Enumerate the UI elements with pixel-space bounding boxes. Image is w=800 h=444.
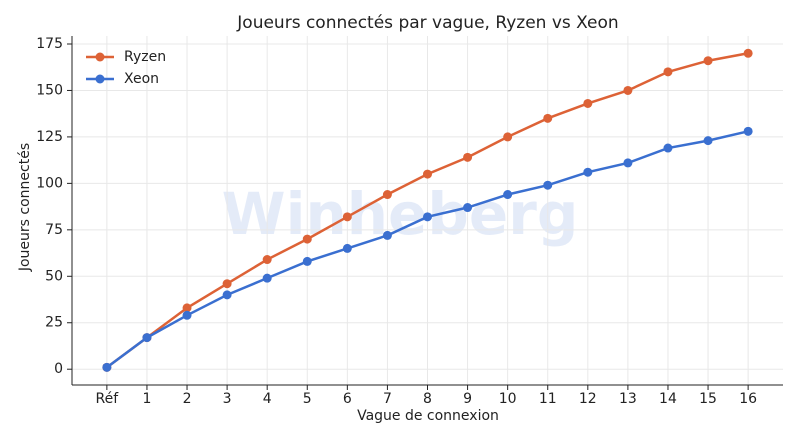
chart-title: Joueurs connectés par vague, Ryzen vs Xe… <box>236 13 618 33</box>
y-tick-label: 50 <box>45 268 63 284</box>
data-point <box>463 203 473 213</box>
data-point <box>583 98 593 108</box>
x-tick-label: 15 <box>699 391 717 407</box>
x-tick-label: 16 <box>739 391 757 407</box>
data-point <box>102 362 112 372</box>
x-tick-label: 14 <box>659 391 677 407</box>
x-tick-label: 2 <box>183 391 192 407</box>
data-point <box>703 56 713 66</box>
data-point <box>423 169 432 179</box>
data-point <box>543 113 553 123</box>
legend-marker <box>95 52 105 62</box>
data-point <box>222 279 232 289</box>
legend-marker <box>95 74 105 84</box>
x-tick-label: 9 <box>463 391 472 407</box>
data-point <box>262 273 272 283</box>
x-tick-label: 5 <box>303 391 312 407</box>
data-point <box>382 230 392 240</box>
y-tick-label: 25 <box>45 315 63 331</box>
x-tick-label: 8 <box>423 391 432 407</box>
data-point <box>703 136 713 146</box>
data-point <box>463 152 473 162</box>
x-tick-label: 3 <box>223 391 232 407</box>
x-tick-label: 4 <box>263 391 272 407</box>
data-point <box>342 212 352 222</box>
y-tick-label: 0 <box>54 361 63 377</box>
y-tick-label: 150 <box>36 82 63 98</box>
y-tick-label: 125 <box>36 129 63 145</box>
y-axis-label: Joueurs connectés <box>17 143 33 272</box>
legend-label: Ryzen <box>124 49 166 65</box>
y-tick-label: 175 <box>36 36 63 52</box>
data-point <box>663 143 673 153</box>
x-tick-label: 13 <box>619 391 637 407</box>
x-tick-label: 6 <box>343 391 352 407</box>
data-point <box>623 158 633 168</box>
data-point <box>182 303 192 313</box>
data-point <box>302 256 312 266</box>
data-point <box>423 212 432 222</box>
data-point <box>743 48 753 58</box>
data-point <box>503 132 513 142</box>
data-point <box>342 243 352 253</box>
data-point <box>583 167 593 177</box>
y-tick-label: 100 <box>36 175 63 191</box>
x-tick-label: 11 <box>539 391 557 407</box>
y-tick-label: 75 <box>45 222 63 238</box>
data-point <box>182 310 192 320</box>
data-point <box>543 180 553 190</box>
data-point <box>503 190 513 200</box>
legend-label: Xeon <box>124 71 159 87</box>
x-tick-label: 1 <box>142 391 151 407</box>
data-point <box>142 333 152 343</box>
data-point <box>623 85 633 95</box>
data-point <box>222 290 232 300</box>
data-point <box>382 190 392 200</box>
x-axis-label: Vague de connexion <box>357 408 499 424</box>
data-point <box>262 255 272 265</box>
data-point <box>743 126 753 136</box>
x-tick-label: 10 <box>499 391 517 407</box>
x-tick-label: 7 <box>383 391 392 407</box>
x-tick-label: 12 <box>579 391 597 407</box>
x-tick-label: Réf <box>96 391 120 407</box>
data-point <box>302 234 312 244</box>
data-point <box>663 67 673 77</box>
